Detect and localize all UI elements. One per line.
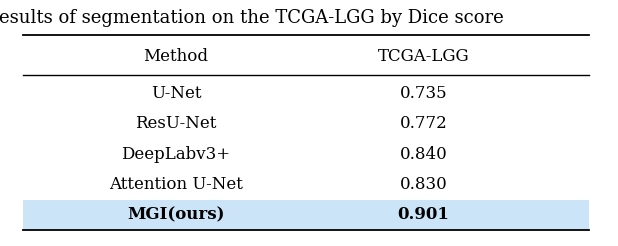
Text: 0.830: 0.830 <box>400 176 447 193</box>
Text: TCGA-LGG: TCGA-LGG <box>378 48 470 65</box>
Text: Attention U-Net: Attention U-Net <box>109 176 243 193</box>
Text: U-Net: U-Net <box>151 85 201 102</box>
Text: 0.840: 0.840 <box>400 146 447 163</box>
Bar <box>23 200 588 230</box>
Text: DeepLabv3+: DeepLabv3+ <box>122 146 231 163</box>
Text: 0.901: 0.901 <box>397 206 449 223</box>
Text: esults of segmentation on the TCGA-LGG by Dice score: esults of segmentation on the TCGA-LGG b… <box>0 9 504 27</box>
Text: 0.772: 0.772 <box>400 115 447 132</box>
Text: Method: Method <box>143 48 208 65</box>
Text: MGI(ours): MGI(ours) <box>127 206 225 223</box>
Text: 0.735: 0.735 <box>400 85 447 102</box>
Text: ResU-Net: ResU-Net <box>135 115 217 132</box>
